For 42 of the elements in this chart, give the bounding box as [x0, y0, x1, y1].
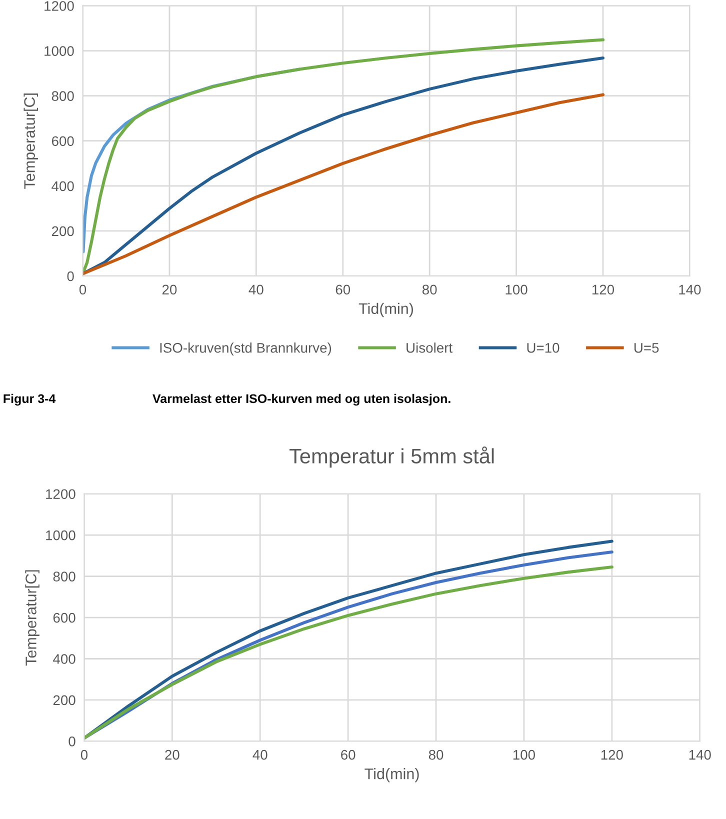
legend-label: U=5	[634, 343, 659, 353]
x-tick-label: 20	[162, 284, 177, 295]
y-tick-label: 1000	[44, 46, 74, 56]
y-tick-label: 600	[52, 136, 74, 146]
y-tick-label: 1200	[46, 489, 76, 500]
y-tick-label: 1200	[44, 1, 74, 11]
y-axis-title: Temperatur[C]	[25, 570, 40, 666]
x-tick-label: 40	[248, 284, 264, 295]
text: Figur 3-4	[4, 394, 56, 406]
x-tick-label: 40	[252, 750, 268, 760]
legend-label: Uisolert	[406, 342, 452, 353]
x-tick-label: 20	[165, 750, 180, 760]
chart-title: Temperatur i 5mm stål	[289, 446, 494, 468]
x-tick-label: 120	[592, 284, 614, 295]
x-tick-label: 100	[513, 750, 536, 760]
y-tick-label: 800	[53, 572, 76, 582]
x-tick-label: 120	[601, 750, 623, 760]
legend-label: ISO-kruven(std Brannkurve)	[160, 342, 332, 356]
x-axis-title: Tid(min)	[364, 768, 419, 782]
y-tick-label: 200	[53, 695, 76, 706]
y-tick-label: 0	[67, 271, 74, 282]
y-tick-label: 600	[53, 612, 76, 623]
line-series	[82, 93, 605, 276]
x-tick-label: 80	[428, 750, 444, 760]
y-tick-label: 400	[52, 181, 74, 192]
y-tick-label: 0	[68, 736, 76, 746]
y-axis-title: Temperatur[C]	[24, 94, 38, 189]
x-tick-label: 140	[679, 284, 701, 295]
x-tick-label: 100	[506, 284, 528, 295]
y-tick-label: 200	[52, 226, 74, 236]
y-tick-label: 1000	[46, 530, 76, 540]
x-tick-label: 0	[80, 750, 88, 760]
x-axis-title: Tid(min)	[358, 302, 414, 318]
legend-label: U=10	[527, 342, 560, 353]
text: Varmelast etter ISO-kurven med og uten isolasjon.	[152, 394, 450, 406]
x-tick-label: 60	[336, 284, 350, 295]
x-tick-label: 0	[79, 284, 86, 295]
y-tick-label: 400	[53, 654, 76, 664]
y-tick-label: 800	[52, 91, 74, 101]
x-tick-label: 80	[422, 284, 437, 295]
x-tick-label: 60	[341, 750, 356, 760]
x-tick-label: 140	[689, 750, 711, 760]
